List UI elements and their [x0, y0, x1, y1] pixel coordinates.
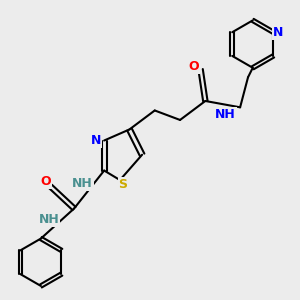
Text: O: O — [188, 60, 199, 73]
Text: NH: NH — [72, 177, 93, 190]
Text: O: O — [40, 175, 51, 188]
Text: S: S — [118, 178, 127, 191]
Text: N: N — [273, 26, 283, 39]
Text: NH: NH — [215, 108, 236, 121]
Text: NH: NH — [39, 213, 59, 226]
Text: N: N — [91, 134, 101, 147]
